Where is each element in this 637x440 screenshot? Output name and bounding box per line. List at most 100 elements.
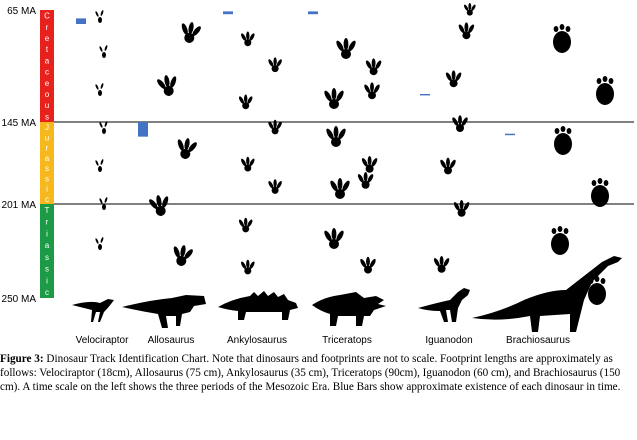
brachiosaurus-silhouette-icon	[472, 256, 622, 332]
period-letter: s	[45, 112, 49, 121]
footprint-icon	[237, 94, 254, 110]
period-letter: C	[44, 12, 50, 21]
period-letter: e	[45, 34, 50, 43]
dinosaur-silhouettes	[72, 256, 622, 332]
period-triassic	[40, 204, 54, 298]
tick-label: 145 MA	[2, 118, 37, 129]
period-letter: r	[46, 23, 49, 32]
period-letter: u	[45, 133, 49, 142]
footprint-icon	[591, 178, 609, 207]
tick-label: 201 MA	[2, 200, 37, 211]
footprint-icon	[328, 178, 352, 199]
footprint-icon	[147, 193, 173, 218]
footprint-icon	[322, 88, 346, 109]
period-letter: c	[45, 68, 49, 77]
footprint-icon	[359, 256, 377, 274]
footprint-icon	[364, 58, 383, 76]
footprint-icon	[322, 228, 346, 249]
period-letter: u	[45, 101, 49, 110]
velociraptor-label: Velociraptor	[76, 335, 129, 346]
triceratops-existence-bar	[308, 11, 318, 15]
caption-text: Dinosaur Track Identification Chart. Not…	[0, 353, 621, 393]
footprints	[94, 3, 614, 305]
footprint-icon	[94, 82, 104, 96]
period-letter: e	[45, 79, 50, 88]
brachiosaurus-label: Brachiosaurus	[506, 335, 570, 346]
iguanodon-footprint-icons	[432, 3, 477, 273]
allosaurus-footprint-icons	[147, 20, 203, 268]
existence-bars	[76, 11, 515, 137]
footprint-icon	[439, 157, 457, 175]
footprint-icon	[240, 259, 256, 275]
footprint-icon	[98, 44, 108, 58]
tick-label: 250 MA	[2, 294, 37, 305]
footprint-icon	[98, 120, 108, 134]
footprint-icon	[356, 172, 375, 189]
ankylosaurus-silhouette-icon	[218, 291, 298, 320]
allosaurus-silhouette-icon	[122, 295, 206, 328]
footprint-icon	[240, 156, 256, 172]
velociraptor-silhouette-icon	[72, 299, 114, 322]
period-letter: s	[45, 164, 49, 173]
footprint-icon	[98, 196, 108, 210]
allosaurus-label: Allosaurus	[148, 335, 195, 346]
footprint-icon	[451, 115, 469, 132]
period-letter: t	[46, 45, 49, 54]
velociraptor-existence-bar	[76, 18, 86, 24]
period-letter: s	[45, 253, 49, 262]
footprint-icon	[177, 20, 203, 45]
time-axis: 65 MA 145 MA 201 MA 250 MA	[2, 6, 634, 305]
footprint-icon	[94, 236, 104, 250]
footprint-icon	[267, 119, 283, 135]
footprint-icon	[551, 226, 569, 255]
footprint-icon	[237, 217, 254, 233]
iguanodon-existence-bar	[420, 94, 430, 96]
iguanodon-silhouette-icon	[418, 288, 470, 322]
period-letter: J	[45, 123, 49, 132]
footprint-icon	[457, 22, 476, 40]
ankylosaurus-label: Ankylosaurus	[227, 335, 287, 346]
triceratops-footprint-icons	[322, 38, 383, 274]
footprint-icon	[94, 9, 104, 23]
period-letter: i	[46, 276, 48, 285]
period-letter: c	[45, 195, 49, 204]
triceratops-label: Triceratops	[322, 335, 372, 346]
figure-caption: Figure 3: Dinosaur Track Identification …	[0, 352, 630, 394]
period-letter: s	[45, 265, 49, 274]
footprint-icon	[334, 38, 358, 59]
footprint-icon	[463, 3, 477, 16]
footprint-icon	[360, 156, 379, 173]
footprint-icon	[94, 158, 104, 172]
footprint-icon	[553, 24, 571, 53]
caption-label: Figure 3:	[0, 353, 44, 365]
footprint-icon	[267, 179, 283, 194]
period-letter: r	[46, 144, 49, 153]
period-letter: r	[46, 218, 49, 227]
footprint-icon	[596, 76, 614, 105]
period-cretaceous	[40, 10, 54, 122]
period-letter: a	[45, 241, 50, 250]
brachiosaurus-existence-bar	[505, 133, 515, 136]
tick-label: 65 MA	[7, 6, 36, 17]
footprint-icon	[155, 73, 181, 98]
period-letter: s	[45, 174, 49, 183]
period-letter: o	[45, 90, 50, 99]
footprint-icon	[444, 70, 463, 88]
period-letter: a	[45, 154, 50, 163]
period-letter: i	[46, 229, 48, 238]
footprint-icon	[324, 126, 348, 147]
footprint-icon	[363, 82, 381, 100]
footprint-icon	[240, 31, 256, 47]
period-letter: a	[45, 56, 50, 65]
footprint-icon	[452, 200, 471, 217]
iguanodon-label: Iguanodon	[425, 335, 472, 346]
ankylosaurus-footprint-icons	[237, 31, 283, 275]
footprint-icon	[267, 57, 283, 73]
velociraptor-footprint-icons	[94, 9, 108, 250]
triceratops-silhouette-icon	[312, 292, 386, 326]
dinosaur-name-labels: Velociraptor Allosaurus Ankylosaurus Tricer…	[76, 335, 570, 346]
ankylosaurus-existence-bar	[223, 11, 233, 15]
period-letter: c	[45, 288, 49, 297]
